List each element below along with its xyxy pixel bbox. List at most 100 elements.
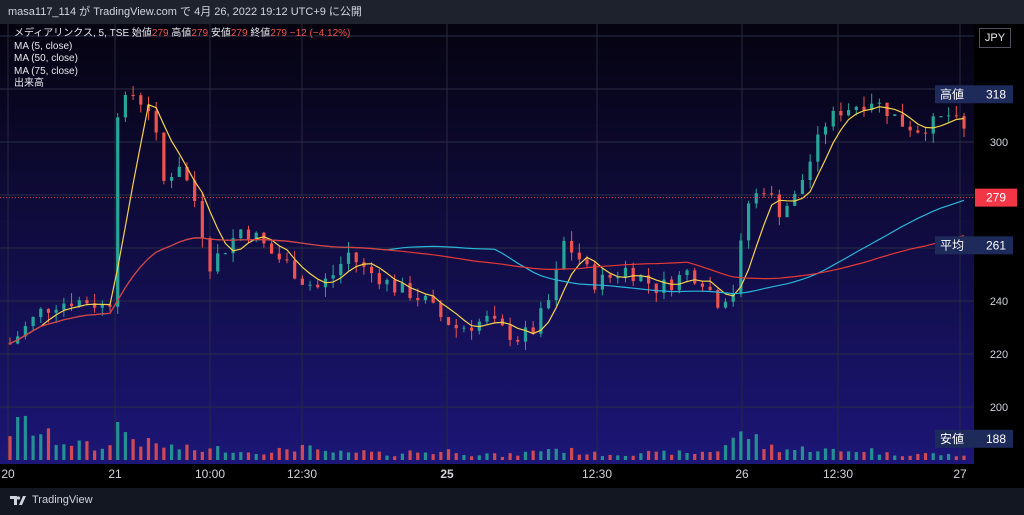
volume-bar bbox=[31, 435, 35, 460]
volume-bar bbox=[439, 451, 443, 460]
candle-body bbox=[839, 110, 843, 116]
candle-body bbox=[431, 295, 435, 303]
volume-bar bbox=[600, 456, 605, 460]
x-tick-label: 12:30 bbox=[823, 467, 853, 481]
price-marker-value: 188 bbox=[986, 432, 1006, 446]
volume-bar bbox=[8, 436, 12, 460]
candle-body bbox=[8, 343, 12, 345]
candle-body bbox=[923, 132, 928, 134]
tradingview-brand[interactable]: TradingView bbox=[10, 494, 93, 506]
volume-bar bbox=[500, 456, 504, 460]
x-tick-label: 12:30 bbox=[287, 467, 317, 481]
candle-body bbox=[446, 317, 451, 325]
legend-ma5[interactable]: MA (5, close) bbox=[14, 40, 73, 52]
legend-volume[interactable]: 出来高 bbox=[14, 78, 44, 89]
price-marker-bg bbox=[935, 236, 1013, 255]
brand-name: TradingView bbox=[32, 494, 93, 506]
price-marker-value: 261 bbox=[986, 238, 1006, 252]
volume-bar bbox=[323, 450, 328, 460]
volume-bar bbox=[246, 452, 251, 460]
volume-bar bbox=[369, 451, 374, 460]
volume-bar bbox=[62, 444, 66, 460]
candle-body bbox=[139, 95, 143, 105]
candle-body bbox=[708, 286, 712, 290]
volume-bar bbox=[900, 456, 905, 460]
candle-body bbox=[616, 277, 620, 279]
volume-bar bbox=[346, 452, 351, 460]
candle-body bbox=[116, 117, 120, 307]
volume-bar bbox=[562, 452, 566, 460]
candle-body bbox=[585, 259, 589, 265]
candle-body bbox=[539, 308, 543, 334]
candle-body bbox=[731, 293, 735, 302]
candle-body bbox=[439, 302, 443, 318]
publish-bar: masa117_114 が TradingView.com で 4月 26, 2… bbox=[0, 0, 1024, 24]
volume-bar bbox=[931, 453, 935, 460]
candle-body bbox=[831, 110, 835, 127]
volume-bar bbox=[539, 451, 543, 460]
candle-body bbox=[123, 94, 128, 118]
volume-bar bbox=[523, 451, 528, 460]
y-tick-label: 200 bbox=[990, 402, 1008, 414]
candle-body bbox=[169, 176, 174, 181]
candle-body bbox=[423, 295, 428, 301]
currency-button[interactable]: JPY bbox=[979, 28, 1011, 48]
x-tick-label: 27 bbox=[953, 467, 967, 481]
volume-bar bbox=[77, 440, 81, 460]
candle-body bbox=[131, 94, 135, 96]
volume-bar bbox=[377, 451, 381, 460]
candle-body bbox=[546, 300, 551, 309]
candle-body bbox=[46, 308, 51, 313]
volume-bar bbox=[477, 455, 481, 460]
volume-bar bbox=[716, 451, 720, 460]
candle-body bbox=[777, 194, 781, 218]
candle-body bbox=[931, 116, 935, 134]
candle-body bbox=[885, 102, 889, 116]
candle-body bbox=[39, 308, 43, 318]
candle-body bbox=[716, 289, 720, 308]
candle-body bbox=[385, 279, 389, 285]
candle-body bbox=[293, 260, 297, 279]
candle-body bbox=[300, 278, 304, 285]
candle-body bbox=[69, 303, 74, 307]
candle-body bbox=[654, 283, 658, 294]
volume-bar bbox=[146, 438, 151, 460]
volume-bar bbox=[339, 450, 343, 460]
volume-bar bbox=[947, 453, 951, 460]
candle-body bbox=[746, 203, 751, 241]
candle-body bbox=[193, 180, 197, 201]
volume-bar bbox=[269, 452, 274, 460]
candle-body bbox=[462, 327, 466, 329]
volume-bar bbox=[800, 446, 805, 460]
candle-body bbox=[754, 193, 758, 204]
candle-body bbox=[593, 264, 597, 290]
legend-ma75[interactable]: MA (75, close) bbox=[14, 65, 78, 77]
ohlc-low-label: 安値 bbox=[210, 28, 231, 39]
candle-body bbox=[108, 304, 112, 307]
candle-body bbox=[739, 240, 743, 294]
volume-bar bbox=[531, 450, 535, 460]
legend-ma50[interactable]: MA (50, close) bbox=[14, 53, 78, 64]
volume-bar bbox=[200, 451, 204, 460]
volume-bar bbox=[785, 449, 789, 460]
price-change: −12 (−4.12%) bbox=[289, 28, 351, 39]
candlestick-chart[interactable]: 200220240260280300320340202110:0012:3025… bbox=[0, 24, 1024, 488]
candle-body bbox=[600, 274, 605, 290]
candle-body bbox=[369, 266, 374, 274]
volume-bar bbox=[862, 452, 866, 460]
candle-body bbox=[693, 270, 697, 284]
candle-body bbox=[662, 279, 666, 294]
legend-symbol-row[interactable]: メディアリンクス, 5, TSE 始値279 高値279 安値279 終値279… bbox=[14, 28, 350, 41]
volume-bar bbox=[185, 444, 189, 460]
candle-body bbox=[608, 274, 612, 278]
candle-body bbox=[523, 327, 528, 342]
volume-bar bbox=[546, 449, 551, 460]
volume-bar bbox=[54, 444, 58, 460]
volume-bar bbox=[193, 450, 197, 460]
candle-body bbox=[146, 104, 151, 112]
candle-body bbox=[85, 300, 89, 304]
time-scale-background bbox=[0, 464, 974, 488]
volume-bar bbox=[162, 447, 166, 460]
volume-bar bbox=[446, 449, 451, 460]
volume-bar bbox=[16, 416, 20, 460]
